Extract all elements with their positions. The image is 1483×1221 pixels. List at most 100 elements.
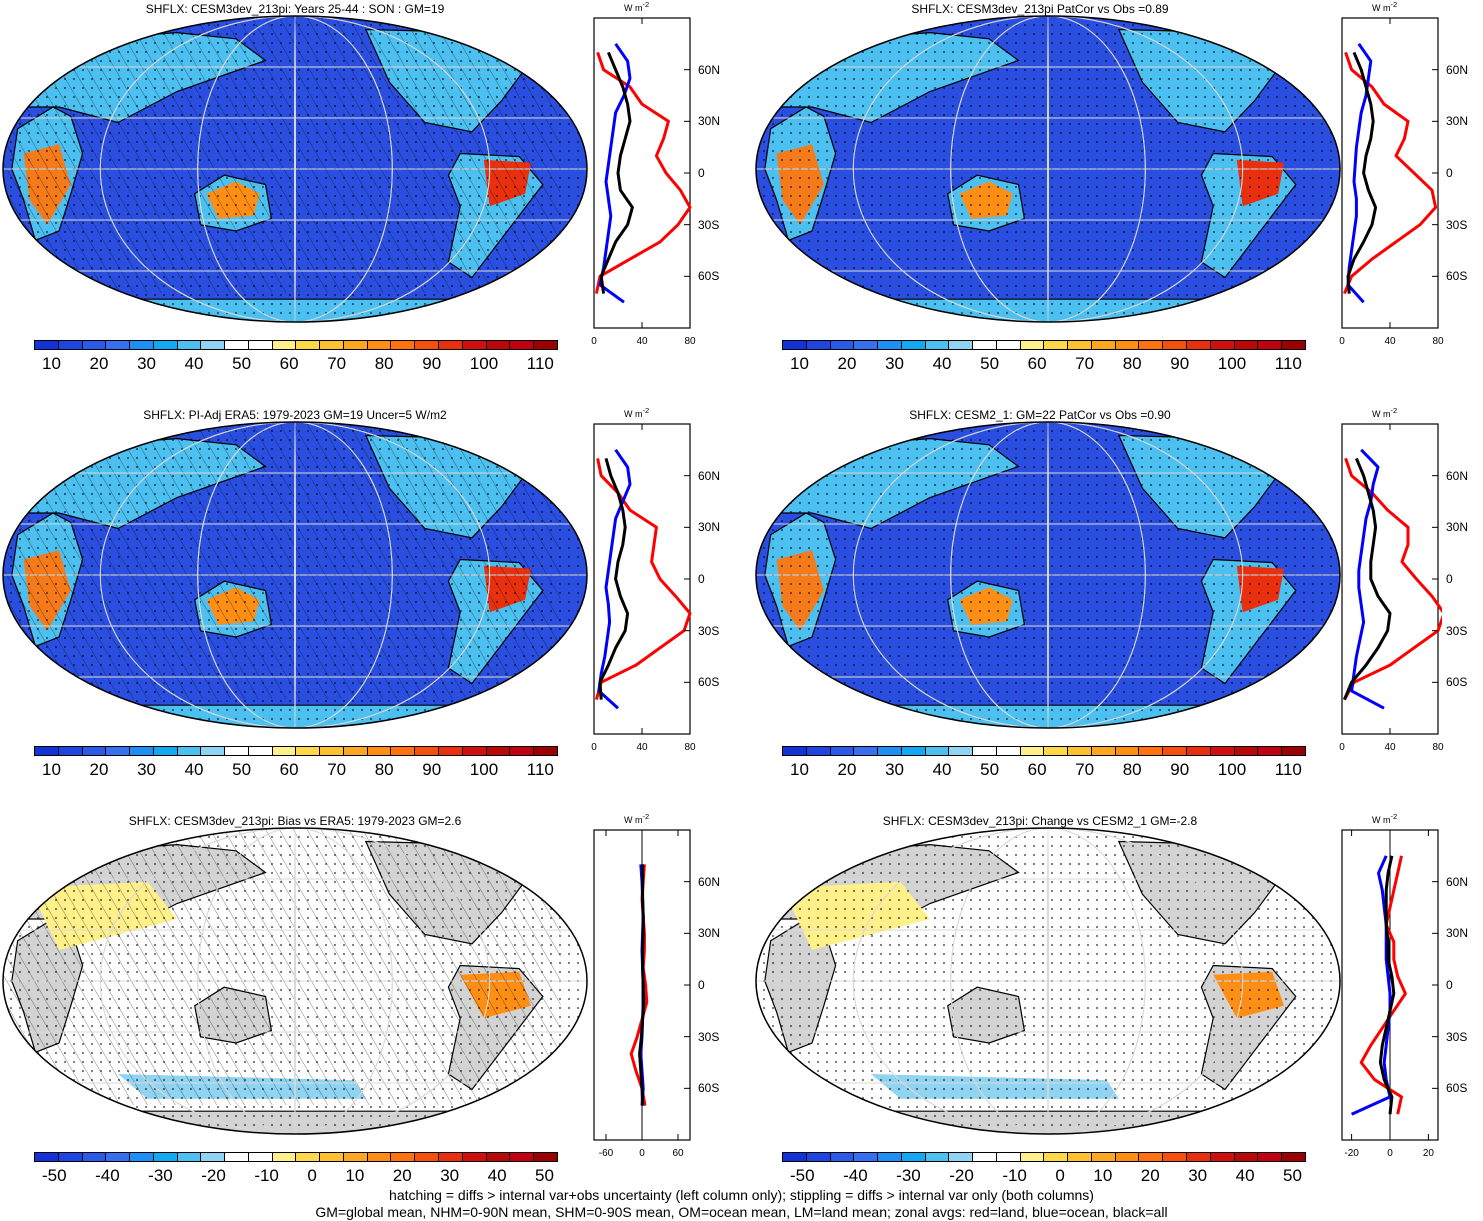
colorbar-swatch bbox=[1091, 1153, 1116, 1161]
colorbar-swatch bbox=[296, 341, 321, 349]
colorbar-label: 110 bbox=[526, 354, 554, 373]
colorbar-swatch bbox=[82, 747, 107, 755]
colorbar-swatch bbox=[106, 747, 131, 755]
colorbar-swatch bbox=[82, 1153, 107, 1161]
world-map bbox=[2, 827, 588, 1135]
panel-title: SHFLX: CESM3dev_213pi PatCor vs Obs =0.8… bbox=[911, 2, 1169, 16]
footer-line-2: GM=global mean, NHM=0-90N mean, SHM=0-90… bbox=[315, 1204, 1168, 1220]
colorbar-label: 10 bbox=[42, 760, 61, 779]
zonal-mean-plot bbox=[1341, 829, 1439, 1141]
zonal-mean-plot bbox=[593, 423, 692, 735]
colorbar-swatch bbox=[201, 1153, 226, 1161]
colorbar-swatch bbox=[1139, 341, 1164, 349]
colorbar-swatch bbox=[830, 747, 855, 755]
zonal-xtick-label: 80 bbox=[684, 336, 696, 347]
colorbar-label: 50 bbox=[232, 354, 252, 373]
lat-label: 60N bbox=[1446, 874, 1469, 889]
colorbar-swatch bbox=[1258, 1153, 1283, 1161]
colorbar-swatch bbox=[248, 747, 273, 755]
lat-label: 30S bbox=[1446, 623, 1468, 638]
colorbar-swatch bbox=[878, 1153, 902, 1161]
zonal-unit: W m-2 bbox=[624, 0, 650, 13]
zonal-series-ff0000 bbox=[1343, 457, 1442, 701]
zonal-series-000000 bbox=[598, 457, 630, 700]
colorbar-swatch bbox=[996, 747, 1021, 755]
colorbar-swatch bbox=[439, 1153, 463, 1161]
colorbar-label: -10 bbox=[254, 1166, 279, 1185]
panel-title: SHFLX: PI-Adj ERA5: 1979-2023 GM=19 Unce… bbox=[143, 408, 447, 422]
colorbar-label: -50 bbox=[790, 1166, 815, 1185]
zonal-unit: W m-2 bbox=[1372, 812, 1398, 825]
zonal-mean-plot bbox=[593, 17, 692, 329]
panel-title: SHFLX: CESM3dev_213pi: Change vs CESM2_1… bbox=[882, 814, 1198, 828]
colorbar-label: 60 bbox=[279, 760, 299, 779]
colorbar-label: 100 bbox=[1217, 354, 1247, 373]
colorbar-swatch bbox=[153, 1153, 178, 1161]
colorbar-swatch bbox=[415, 341, 440, 349]
hatching bbox=[3, 422, 561, 699]
lat-label: 60S bbox=[1446, 269, 1468, 284]
lat-label: 60S bbox=[1446, 1081, 1468, 1096]
lat-label: 0 bbox=[1446, 572, 1453, 586]
colorbar-swatch bbox=[1020, 341, 1045, 349]
colorbar-label: -30 bbox=[148, 1166, 173, 1185]
colorbar-swatch bbox=[1044, 341, 1069, 349]
colorbar-label: -50 bbox=[42, 1166, 67, 1185]
colorbar-swatch bbox=[1258, 747, 1283, 755]
zonal-xtick-label: 0 bbox=[1387, 1148, 1393, 1159]
colorbar-swatch bbox=[1210, 1153, 1235, 1161]
colorbar-label: 20 bbox=[837, 354, 857, 373]
colorbar-swatch bbox=[106, 1153, 131, 1161]
colorbar-swatch bbox=[1163, 1153, 1188, 1161]
colorbar-swatch bbox=[854, 747, 879, 755]
colorbar-swatch bbox=[878, 341, 902, 349]
zonal-xtick-label: 0 bbox=[639, 1148, 645, 1159]
colorbar-swatch bbox=[296, 747, 321, 755]
colorbar-swatch bbox=[415, 747, 440, 755]
colorbar-labels: -50 -40 -30 -20 -10 0 10 20 30 40 50 bbox=[790, 1166, 1302, 1186]
zonal-unit: W m-2 bbox=[1372, 406, 1398, 419]
colorbar-swatch bbox=[1282, 747, 1305, 755]
colorbar-swatch bbox=[272, 341, 297, 349]
colorbar-swatch bbox=[248, 341, 273, 349]
panel-title: SHFLX: CESM3dev_213pi: Years 25-44 : SON… bbox=[145, 2, 445, 16]
colorbar-swatch bbox=[1044, 747, 1069, 755]
lat-label: 30N bbox=[1446, 926, 1469, 941]
colorbar-labels: -50 -40 -30 -20 -10 0 10 20 30 40 50 bbox=[42, 1166, 554, 1186]
zonal-xtick-label: 0 bbox=[1339, 336, 1345, 347]
colorbar-swatch bbox=[130, 747, 154, 755]
colorbar-swatch bbox=[1258, 341, 1283, 349]
zonal-xtick-label: 60 bbox=[672, 1148, 684, 1159]
zonal-series-ff0000 bbox=[594, 51, 692, 294]
colorbar-swatch bbox=[201, 747, 226, 755]
colorbar-label: 90 bbox=[1170, 354, 1190, 373]
lat-label: 30S bbox=[698, 1029, 720, 1044]
colorbar-swatch bbox=[534, 747, 557, 755]
colorbar-swatch bbox=[783, 747, 807, 755]
colorbar-swatch bbox=[367, 1153, 392, 1161]
lat-label: 30S bbox=[1446, 1029, 1468, 1044]
colorbar-label: 110 bbox=[526, 760, 554, 779]
colorbar-label: 60 bbox=[279, 354, 299, 373]
colorbar-swatch bbox=[1234, 747, 1259, 755]
panel-1: SHFLX: CESM3dev_213pi: Years 25-44 : SON… bbox=[0, 0, 745, 400]
colorbar-swatch bbox=[58, 1153, 83, 1161]
lat-label: 60S bbox=[698, 269, 720, 284]
colorbar-swatch bbox=[510, 747, 535, 755]
colorbar-swatch bbox=[177, 1153, 202, 1161]
colorbar-label: 80 bbox=[374, 354, 394, 373]
colorbar-label: 20 bbox=[1140, 1166, 1160, 1185]
colorbar-label: 70 bbox=[1075, 760, 1095, 779]
colorbar-label: 70 bbox=[327, 760, 347, 779]
colorbar-swatch bbox=[510, 341, 535, 349]
colorbar-swatch bbox=[225, 341, 249, 349]
hatching bbox=[3, 16, 561, 293]
panel-3: SHFLX: PI-Adj ERA5: 1979-2023 GM=19 Unce… bbox=[0, 406, 745, 806]
colorbar bbox=[34, 746, 558, 756]
colorbar-label: -30 bbox=[896, 1166, 921, 1185]
colorbar-label: -40 bbox=[843, 1166, 868, 1185]
colorbar-label: 50 bbox=[1283, 1166, 1302, 1185]
colorbar-swatch bbox=[225, 1153, 249, 1161]
colorbar-label: 30 bbox=[1188, 1166, 1208, 1185]
colorbar bbox=[34, 340, 558, 350]
